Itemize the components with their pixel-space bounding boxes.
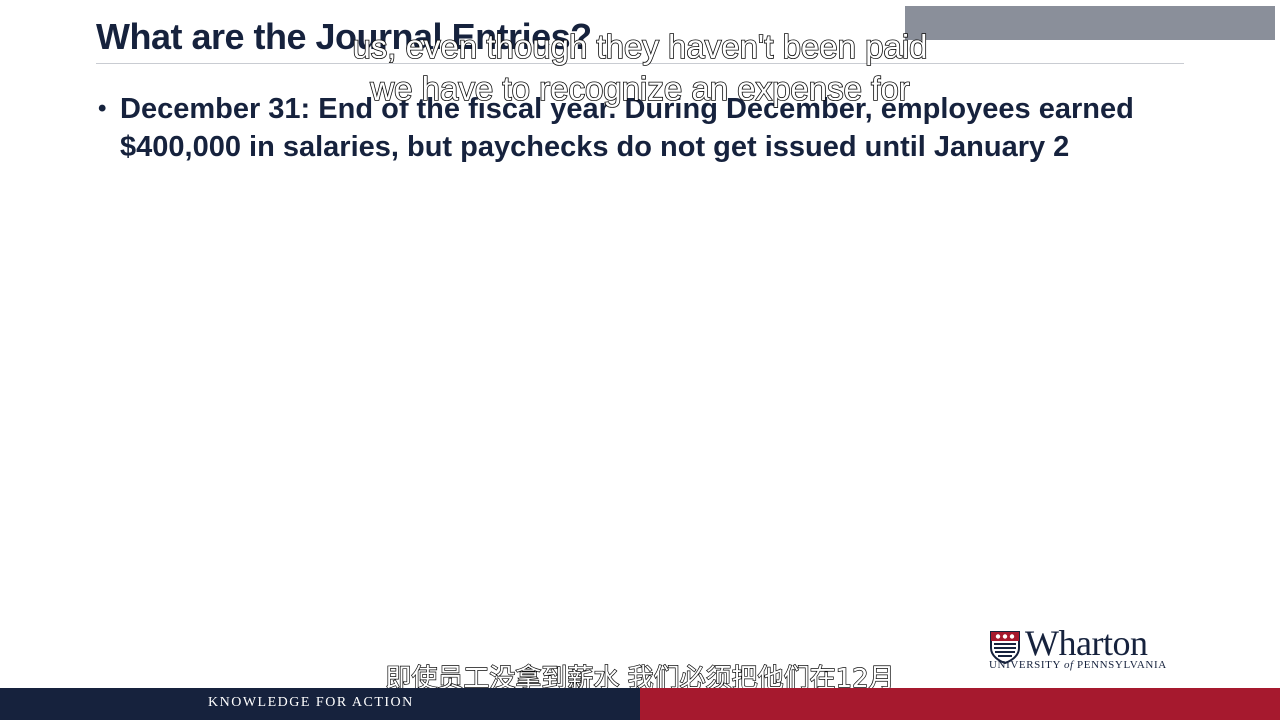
bullet-list: • December 31: End of the fiscal year. D…: [96, 90, 1156, 166]
title-divider: [96, 63, 1184, 64]
english-caption-line-1: us, even though they haven't been paid: [352, 27, 929, 66]
top-right-gray-bar: [905, 6, 1275, 40]
footer-navy-bar: KNOWLEDGE FOR ACTION: [0, 688, 640, 720]
logo-subtitle-of: of: [1063, 659, 1074, 671]
penn-shield-icon: [990, 631, 1020, 664]
slide-title: What are the Journal Entries?: [96, 16, 592, 57]
bullet-item: • December 31: End of the fiscal year. D…: [96, 90, 1156, 166]
footer-crimson-bar: [640, 688, 1280, 720]
logo-name: Wharton: [1025, 623, 1148, 663]
english-caption-line-2: we have to recognize an expense for: [370, 69, 911, 108]
bullet-text: December 31: End of the fiscal year. Dur…: [120, 93, 1134, 163]
footer-tagline: KNOWLEDGE FOR ACTION: [208, 695, 414, 710]
logo-subtitle: UNIVERSITY of PENNSYLVANIA: [989, 659, 1167, 671]
bullet-dot-icon: •: [98, 95, 107, 122]
wharton-logo: Wharton UNIVERSITY of PENNSYLVANIA: [989, 623, 1189, 672]
logo-subtitle-pennsylvania: PENNSYLVANIA: [1073, 659, 1167, 671]
logo-subtitle-university: UNIVERSITY: [989, 659, 1064, 671]
